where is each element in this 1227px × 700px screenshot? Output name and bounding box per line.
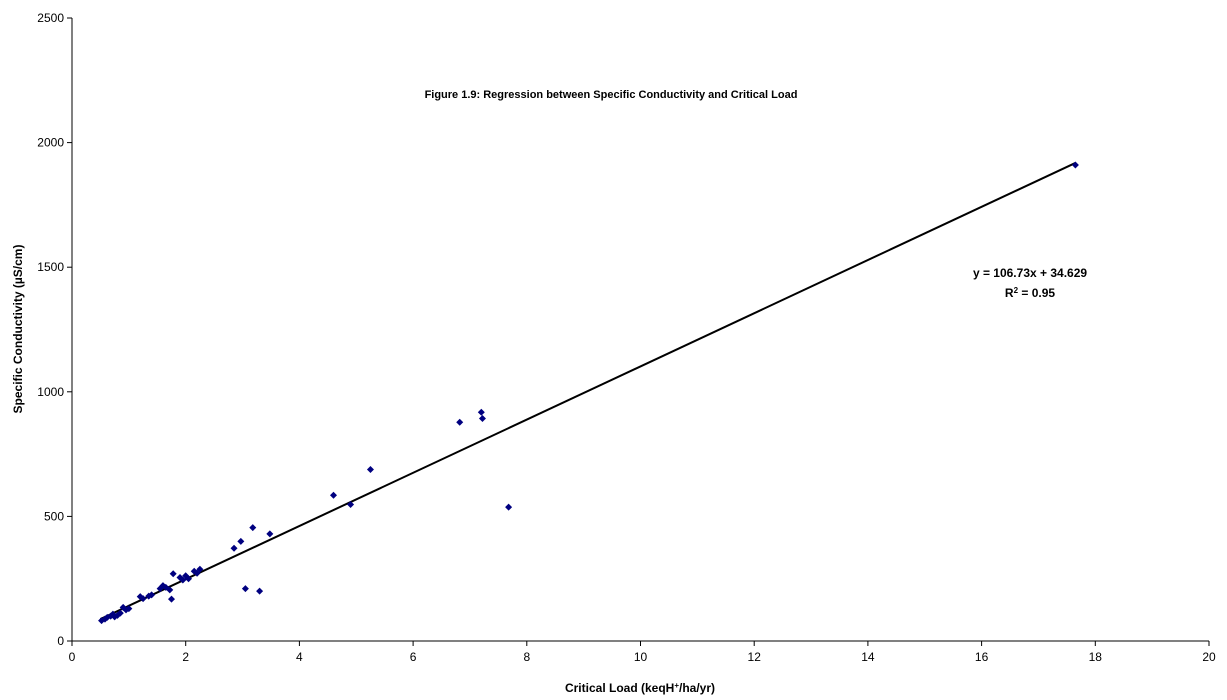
regression-equation: y = 106.73x + 34.629: [973, 266, 1087, 280]
data-point: [366, 466, 374, 474]
data-point: [347, 500, 355, 508]
chart-title: Figure 1.9: Regression between Specific …: [425, 89, 798, 101]
data-point: [230, 544, 238, 552]
y-axis-title: Specific Conductivity (µS/cm): [11, 245, 25, 414]
x-axis-title-main: Critical Load (keqH: [565, 681, 674, 695]
data-point: [148, 591, 156, 599]
y-tick-label: 2000: [37, 136, 64, 150]
data-point: [237, 537, 245, 545]
data-point: [456, 418, 464, 426]
data-point: [266, 530, 274, 538]
data-point: [166, 586, 174, 594]
x-tick-label: 6: [410, 650, 417, 664]
plot-area: 0 2 4 6 8 10 12 14 16 18 20 0 500 1000 1500 2000 2500: [37, 11, 1216, 664]
data-point: [1071, 161, 1079, 169]
x-axis-ticks: 0 2 4 6 8 10 12 14 16 18 20: [69, 641, 1216, 664]
data-point: [330, 491, 338, 499]
data-point: [116, 609, 124, 617]
regression-line: [100, 162, 1076, 620]
data-point: [122, 606, 130, 614]
data-point: [167, 595, 175, 603]
data-point: [169, 570, 177, 578]
x-axis-title-superscript: +: [674, 681, 679, 690]
data-point: [241, 585, 249, 593]
y-tick-label: 1500: [37, 260, 64, 274]
r-squared-label: R2 = 0.95: [1005, 286, 1055, 301]
data-point: [249, 524, 257, 532]
data-point: [185, 575, 193, 583]
x-tick-label: 2: [182, 650, 189, 664]
x-tick-label: 18: [1089, 650, 1103, 664]
x-tick-label: 20: [1202, 650, 1216, 664]
data-point: [505, 503, 513, 511]
data-point: [125, 605, 133, 613]
y-tick-label: 500: [44, 509, 64, 523]
r-squared-symbol: R: [1005, 286, 1014, 300]
data-point: [478, 414, 486, 422]
x-tick-label: 8: [523, 650, 530, 664]
data-point: [256, 587, 264, 595]
x-axis-title: Critical Load (keqH+/ha/yr): [565, 681, 715, 696]
y-axis-ticks: 0 500 1000 1500 2000 2500: [37, 11, 72, 648]
r-squared-superscript: 2: [1014, 286, 1019, 295]
data-point: [139, 595, 147, 603]
data-points: [98, 161, 1079, 625]
data-point: [179, 576, 187, 584]
y-tick-label: 0: [57, 634, 64, 648]
x-tick-label: 4: [296, 650, 303, 664]
r-squared-value: = 0.95: [1018, 286, 1055, 300]
x-tick-label: 14: [861, 650, 875, 664]
x-tick-label: 16: [975, 650, 989, 664]
data-point: [477, 408, 485, 416]
y-tick-label: 2500: [37, 11, 64, 25]
x-tick-label: 10: [634, 650, 648, 664]
x-tick-label: 12: [748, 650, 762, 664]
x-axis-title-rest: /ha/yr): [679, 681, 715, 695]
y-tick-label: 1000: [37, 385, 64, 399]
x-tick-label: 0: [69, 650, 76, 664]
data-point: [196, 565, 204, 573]
